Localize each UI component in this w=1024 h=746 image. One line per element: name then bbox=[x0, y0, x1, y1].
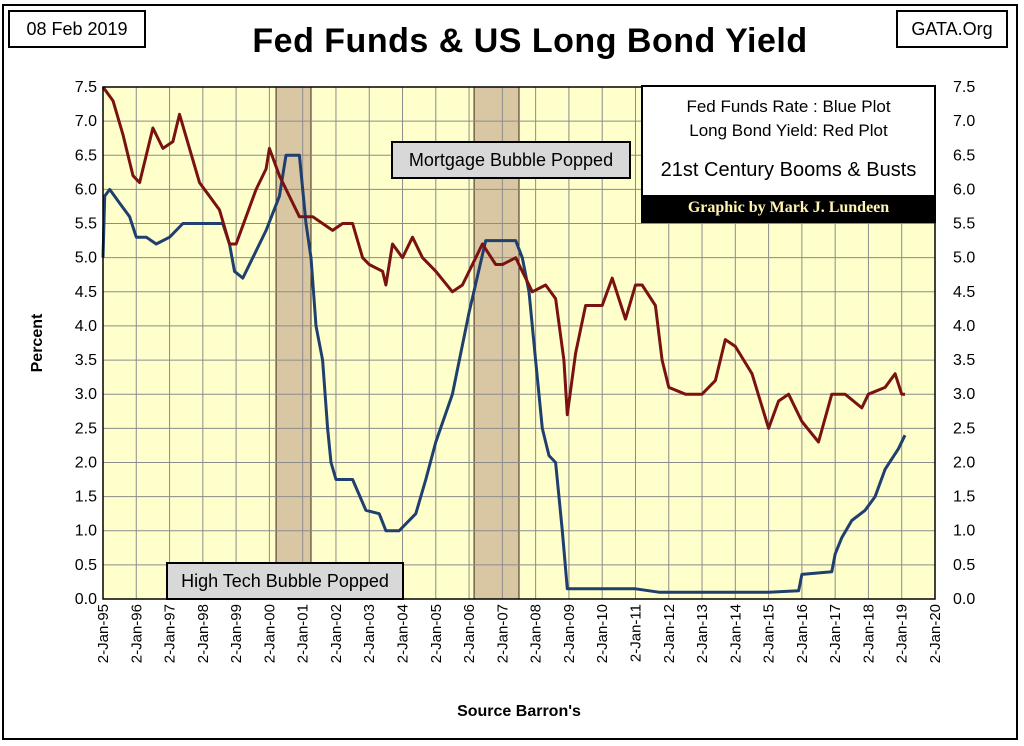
site-label: GATA.Org bbox=[896, 10, 1008, 48]
y-tick-label-right: 5.5 bbox=[953, 216, 975, 233]
x-tick-label: 2-Jan-20 bbox=[927, 604, 944, 663]
x-tick-label: 2-Jan-05 bbox=[428, 604, 445, 663]
mortgage-bubble-annotation: Mortgage Bubble Popped bbox=[391, 141, 631, 179]
x-tick-label: 2-Jan-96 bbox=[128, 604, 145, 663]
x-tick-label: 2-Jan-99 bbox=[228, 604, 245, 663]
y-tick-label-left: 6.0 bbox=[75, 181, 97, 198]
x-tick-label: 2-Jan-09 bbox=[561, 604, 578, 663]
y-tick-label-right: 1.5 bbox=[953, 489, 975, 506]
x-tick-label: 2-Jan-18 bbox=[860, 604, 877, 663]
y-tick-label-right: 0.5 bbox=[953, 557, 975, 574]
y-tick-label-left: 7.0 bbox=[75, 113, 97, 130]
x-tick-label: 2-Jan-03 bbox=[361, 604, 378, 663]
y-tick-label-right: 6.0 bbox=[953, 181, 975, 198]
chart-title: Fed Funds & US Long Bond Yield bbox=[252, 22, 808, 60]
y-tick-label-left: 2.0 bbox=[75, 454, 97, 471]
y-tick-label-left: 0.0 bbox=[75, 591, 97, 608]
y-tick-label-left: 4.5 bbox=[75, 284, 97, 301]
x-tick-label: 2-Jan-97 bbox=[162, 604, 179, 663]
y-tick-label-right: 4.5 bbox=[953, 284, 975, 301]
y-tick-label-right: 5.0 bbox=[953, 250, 975, 267]
legend-long-bond-label: Long Bond Yield: Red Plot bbox=[689, 121, 888, 140]
x-tick-label: 2-Jan-98 bbox=[195, 604, 212, 663]
date-label: 08 Feb 2019 bbox=[8, 10, 146, 48]
y-tick-label-left: 7.5 bbox=[75, 79, 97, 96]
legend-box: Fed Funds Rate : Blue Plot Long Bond Yie… bbox=[641, 85, 936, 223]
x-tick-label: 2-Jan-10 bbox=[594, 604, 611, 663]
x-tick-label: 2-Jan-14 bbox=[727, 604, 744, 663]
y-tick-label-right: 2.0 bbox=[953, 454, 975, 471]
y-tick-label-left: 6.5 bbox=[75, 147, 97, 164]
x-tick-label: 2-Jan-13 bbox=[694, 604, 711, 663]
x-tick-label: 2-Jan-19 bbox=[894, 604, 911, 663]
x-tick-label: 2-Jan-00 bbox=[261, 604, 278, 663]
y-axis-label: Percent bbox=[29, 313, 46, 372]
legend-fed-funds-label: Fed Funds Rate : Blue Plot bbox=[686, 97, 891, 116]
x-tick-label: 2-Jan-15 bbox=[761, 604, 778, 663]
x-tick-label: 2-Jan-12 bbox=[661, 604, 678, 663]
y-tick-label-left: 5.0 bbox=[75, 250, 97, 267]
x-tick-label: 2-Jan-02 bbox=[328, 604, 345, 663]
x-tick-label: 2-Jan-04 bbox=[395, 604, 412, 663]
legend-subtitle: 21st Century Booms & Busts bbox=[660, 159, 917, 181]
x-tick-label: 2-Jan-07 bbox=[494, 604, 511, 663]
y-tick-label-right: 7.0 bbox=[953, 113, 975, 130]
plot-border bbox=[102, 86, 936, 600]
y-tick-label-right: 2.5 bbox=[953, 420, 975, 437]
x-tick-label: 2-Jan-95 bbox=[95, 604, 112, 663]
x-tick-label: 2-Jan-08 bbox=[528, 604, 545, 663]
y-tick-label-right: 3.0 bbox=[953, 386, 975, 403]
y-tick-label-right: 7.5 bbox=[953, 79, 975, 96]
y-tick-label-right: 4.0 bbox=[953, 318, 975, 335]
series-line-long-bond bbox=[101, 86, 905, 444]
y-tick-label-left: 2.5 bbox=[75, 420, 97, 437]
hightech-bubble-annotation: High Tech Bubble Popped bbox=[166, 562, 404, 600]
y-tick-label-right: 0.0 bbox=[953, 591, 975, 608]
y-tick-label-left: 1.0 bbox=[75, 523, 97, 540]
y-tick-label-left: 0.5 bbox=[75, 557, 97, 574]
y-tick-label-left: 4.0 bbox=[75, 318, 97, 335]
x-tick-label: 2-Jan-01 bbox=[295, 604, 312, 663]
x-tick-label: 2-Jan-06 bbox=[461, 604, 478, 663]
y-tick-label-right: 6.5 bbox=[953, 147, 975, 164]
x-tick-label: 2-Jan-17 bbox=[827, 604, 844, 663]
y-tick-label-left: 1.5 bbox=[75, 489, 97, 506]
x-axis-label: Source Barron's bbox=[457, 703, 581, 720]
x-tick-label: 2-Jan-16 bbox=[794, 604, 811, 663]
y-tick-label-left: 3.5 bbox=[75, 352, 97, 369]
y-tick-label-left: 3.0 bbox=[75, 386, 97, 403]
shaded-period-1 bbox=[275, 86, 312, 600]
y-tick-label-right: 3.5 bbox=[953, 352, 975, 369]
series-line-fed-funds bbox=[101, 153, 907, 594]
legend-credit: Graphic by Mark J. Lundeen bbox=[643, 195, 934, 221]
y-tick-label-right: 1.0 bbox=[953, 523, 975, 540]
y-tick-label-left: 5.5 bbox=[75, 216, 97, 233]
x-tick-label: 2-Jan-11 bbox=[627, 604, 644, 662]
